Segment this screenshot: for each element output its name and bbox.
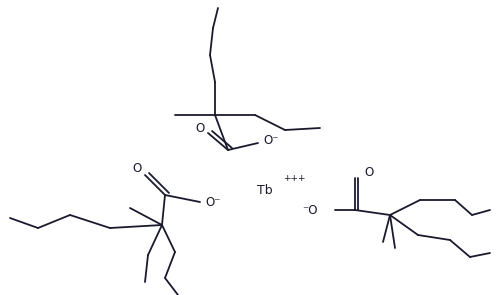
Text: O: O: [132, 163, 142, 176]
Text: O: O: [195, 122, 205, 135]
Text: Tb: Tb: [257, 183, 273, 196]
Text: O: O: [364, 166, 374, 179]
Text: ⁻O: ⁻O: [302, 204, 318, 217]
Text: +++: +++: [283, 174, 306, 183]
Text: O⁻: O⁻: [263, 134, 279, 147]
Text: O⁻: O⁻: [205, 196, 221, 209]
